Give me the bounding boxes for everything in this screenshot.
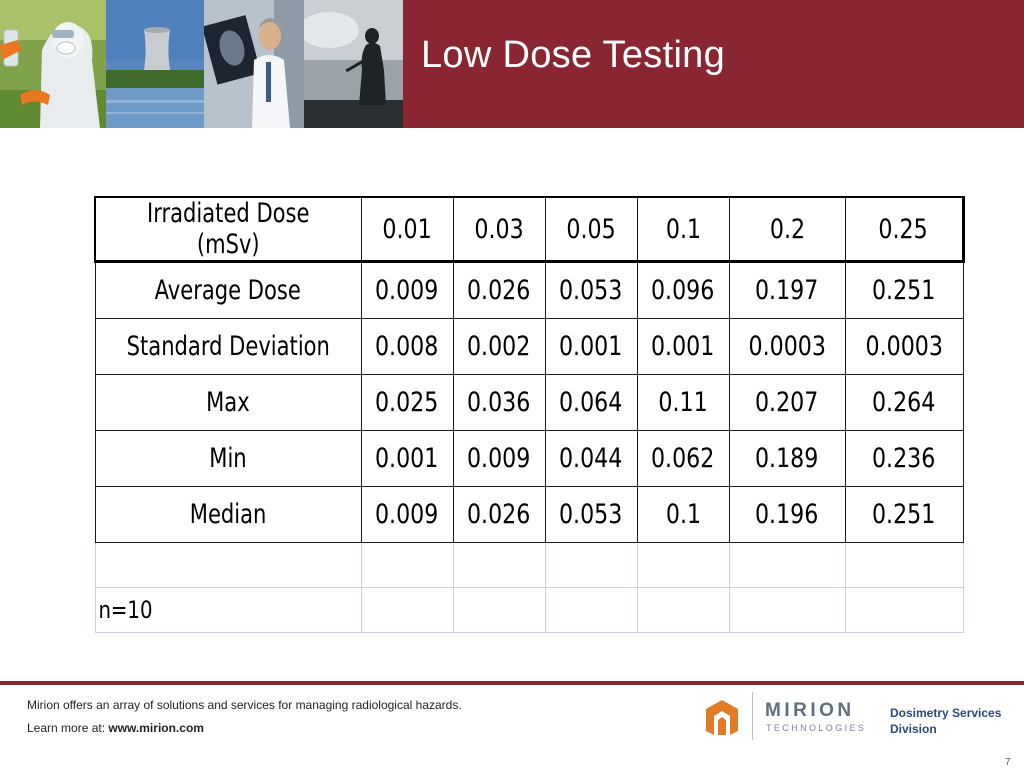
cooling-tower-photo xyxy=(106,0,204,128)
table-cell: 0.064 xyxy=(545,375,637,431)
row-label: Median xyxy=(95,487,361,543)
table-header-cell: 0.1 xyxy=(637,197,729,262)
slide-header: Low Dose Testing xyxy=(0,0,1024,128)
table-cell: 0.009 xyxy=(361,262,453,319)
sample-size-row: n=10 xyxy=(95,588,963,633)
header-photo-strip xyxy=(0,0,403,128)
empty-cell xyxy=(545,543,637,588)
table-row: Median 0.009 0.026 0.053 0.1 0.196 0.251 xyxy=(95,487,963,543)
division-name: Dosimetry Services Division xyxy=(890,705,1001,737)
footer-tagline: Mirion offers an array of solutions and … xyxy=(27,698,462,712)
table-cell: 0.008 xyxy=(361,319,453,375)
page-number: 7 xyxy=(1005,757,1011,768)
table-cell: 0.053 xyxy=(545,487,637,543)
row-label: Min xyxy=(95,431,361,487)
empty-cell xyxy=(361,588,453,633)
mirion-logo: MIRION TECHNOLOGIES xyxy=(702,692,872,740)
table-row: Max 0.025 0.036 0.064 0.11 0.207 0.264 xyxy=(95,375,963,431)
table-cell: 0.036 xyxy=(453,375,545,431)
logo-wordmark: MIRION xyxy=(765,700,855,722)
table-cell: 0.026 xyxy=(453,487,545,543)
dose-results-table: Irradiated Dose (mSv) 0.01 0.03 0.05 0.1… xyxy=(94,196,965,633)
table-cell: 0.251 xyxy=(845,262,963,319)
website-link[interactable]: www.mirion.com xyxy=(108,721,204,735)
doctor-xray-photo xyxy=(204,0,304,128)
table-cell: 0.009 xyxy=(361,487,453,543)
table-cell: 0.236 xyxy=(845,431,963,487)
table-cell: 0.026 xyxy=(453,262,545,319)
table-cell: 0.264 xyxy=(845,375,963,431)
table-cell: 0.189 xyxy=(729,431,845,487)
row-label: Average Dose xyxy=(95,262,361,319)
empty-cell xyxy=(95,543,361,588)
empty-cell xyxy=(845,588,963,633)
table-row: Standard Deviation 0.008 0.002 0.001 0.0… xyxy=(95,319,963,375)
sample-size-note: n=10 xyxy=(95,588,361,633)
hazmat-worker-photo xyxy=(0,0,106,128)
empty-row xyxy=(95,543,963,588)
empty-cell xyxy=(845,543,963,588)
empty-cell xyxy=(637,543,729,588)
table-cell: 0.044 xyxy=(545,431,637,487)
table-cell: 0.197 xyxy=(729,262,845,319)
empty-cell xyxy=(545,588,637,633)
empty-cell xyxy=(637,588,729,633)
soldier-silhouette-photo xyxy=(304,0,403,128)
table-cell: 0.009 xyxy=(453,431,545,487)
table-row: Min 0.001 0.009 0.044 0.062 0.189 0.236 xyxy=(95,431,963,487)
empty-cell xyxy=(729,588,845,633)
footer-divider xyxy=(0,681,1024,685)
empty-cell xyxy=(453,543,545,588)
table-cell: 0.053 xyxy=(545,262,637,319)
table-cell: 0.196 xyxy=(729,487,845,543)
empty-cell xyxy=(453,588,545,633)
slide-title: Low Dose Testing xyxy=(421,34,725,77)
table-header-cell: 0.25 xyxy=(845,197,963,262)
table-header-cell: 0.05 xyxy=(545,197,637,262)
title-band: Low Dose Testing xyxy=(403,0,1024,128)
table-cell: 0.001 xyxy=(545,319,637,375)
logo-divider xyxy=(752,692,753,740)
learn-more-prefix: Learn more at: xyxy=(27,721,108,735)
table-cell: 0.001 xyxy=(637,319,729,375)
division-line-2: Division xyxy=(890,721,1001,737)
table-cell: 0.0003 xyxy=(845,319,963,375)
table-cell: 0.207 xyxy=(729,375,845,431)
empty-cell xyxy=(361,543,453,588)
table-header-label: Irradiated Dose (mSv) xyxy=(95,197,361,262)
table-cell: 0.001 xyxy=(361,431,453,487)
table-cell: 0.096 xyxy=(637,262,729,319)
row-label: Max xyxy=(95,375,361,431)
table-cell: 0.002 xyxy=(453,319,545,375)
table-header-cell: 0.03 xyxy=(453,197,545,262)
mirion-logo-mark-icon xyxy=(702,698,742,738)
table-cell: 0.251 xyxy=(845,487,963,543)
table-cell: 0.062 xyxy=(637,431,729,487)
table-header-cell: 0.2 xyxy=(729,197,845,262)
division-line-1: Dosimetry Services xyxy=(890,705,1001,721)
table-cell: 0.0003 xyxy=(729,319,845,375)
logo-subtitle: TECHNOLOGIES xyxy=(766,723,866,733)
footer-learn-more: Learn more at: www.mirion.com xyxy=(27,721,204,735)
table-header-row: Irradiated Dose (mSv) 0.01 0.03 0.05 0.1… xyxy=(95,197,963,262)
table-header-cell: 0.01 xyxy=(361,197,453,262)
row-label: Standard Deviation xyxy=(95,319,361,375)
table-cell: 0.025 xyxy=(361,375,453,431)
table-cell: 0.1 xyxy=(637,487,729,543)
empty-cell xyxy=(729,543,845,588)
table-row: Average Dose 0.009 0.026 0.053 0.096 0.1… xyxy=(95,262,963,319)
table-cell: 0.11 xyxy=(637,375,729,431)
